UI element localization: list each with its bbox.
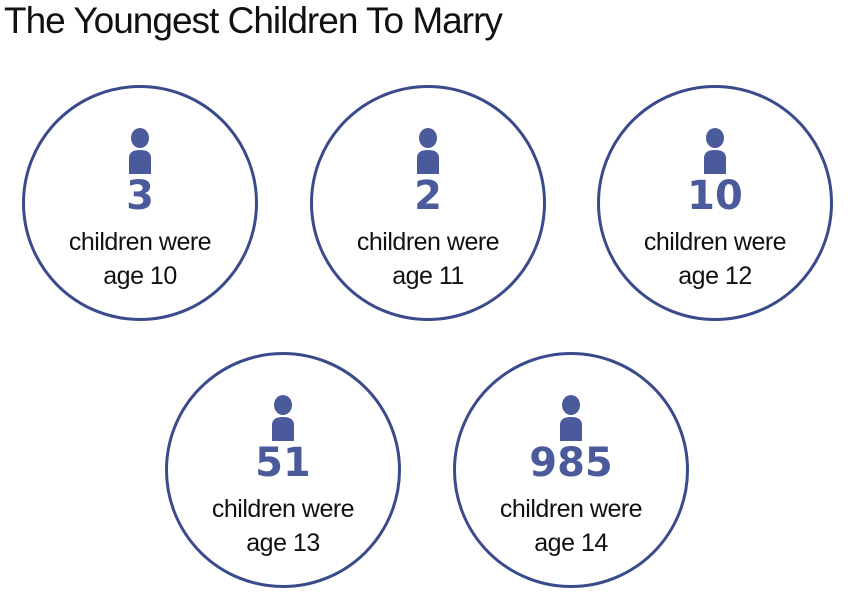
person-icon (129, 128, 151, 174)
stat-circle-age-11: 2 children were age 11 (310, 85, 546, 321)
person-icon (272, 395, 294, 441)
stat-count: 3 (126, 173, 154, 219)
stat-count: 51 (255, 440, 311, 486)
stat-caption-line2: age 13 (246, 529, 320, 557)
stat-caption-line2: age 11 (392, 262, 464, 290)
person-icon (560, 395, 582, 441)
chart-title: The Youngest Children To Marry (4, 0, 503, 41)
stat-count: 985 (529, 440, 613, 486)
stat-caption-line1: children were (68, 228, 212, 256)
stat-caption-line2: age 10 (103, 262, 177, 290)
stat-caption-line1: children were (499, 495, 643, 523)
stat-caption-line1: children were (211, 495, 355, 523)
stat-count: 10 (687, 173, 743, 219)
person-icon (704, 128, 726, 174)
stat-caption-line2: age 12 (678, 262, 752, 290)
stat-caption-line2: age 14 (534, 529, 608, 557)
stat-circle-age-13: 51 children were age 13 (165, 352, 401, 588)
person-icon (417, 128, 439, 174)
stat-caption-line1: children were (356, 228, 500, 256)
stat-count: 2 (414, 173, 442, 219)
stat-circle-age-14: 985 children were age 14 (453, 352, 689, 588)
stat-circle-age-12: 10 children were age 12 (597, 85, 833, 321)
stat-caption-line1: children were (643, 228, 787, 256)
stat-circle-age-10: 3 children were age 10 (22, 85, 258, 321)
